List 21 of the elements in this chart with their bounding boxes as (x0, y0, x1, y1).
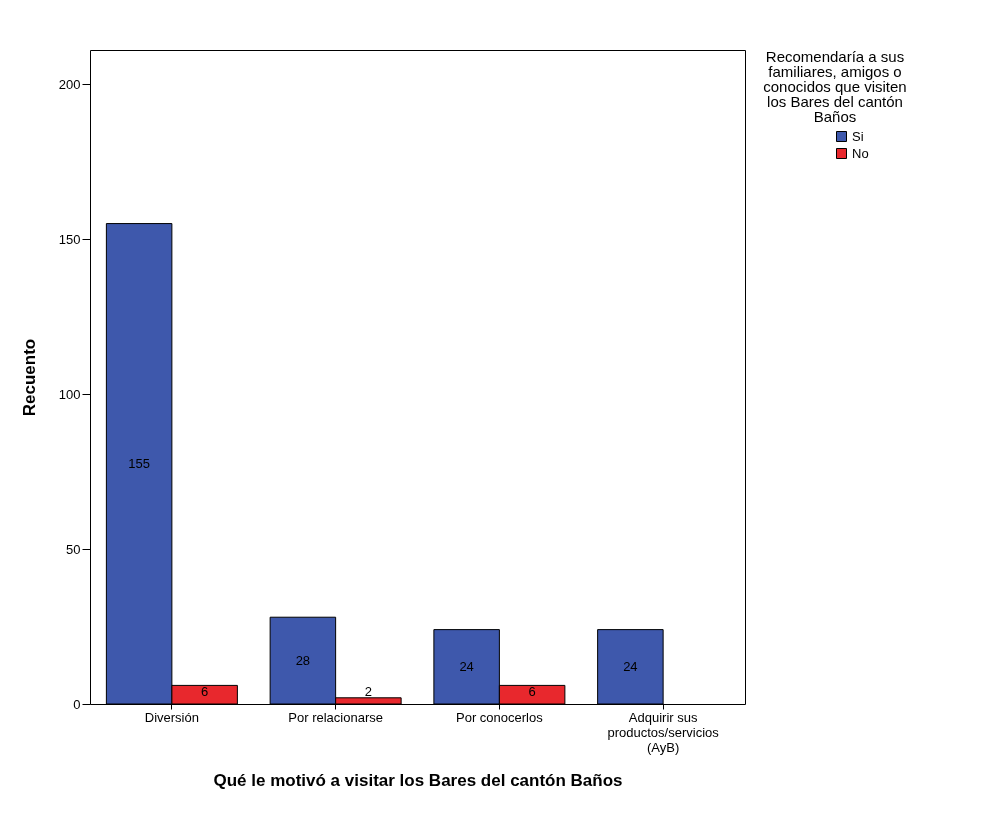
y-tick-label: 200 (58, 76, 81, 92)
data-label: 24 (459, 658, 474, 674)
data-label: 28 (295, 652, 311, 668)
y-tick-label: 100 (58, 386, 81, 402)
y-tick-label: 0 (73, 696, 81, 712)
x-tick-label: Por conocerlos (456, 709, 544, 725)
x-axis-title: Qué le motivó a visitar los Bares del cantón Baños (213, 770, 623, 790)
legend-label: Si (852, 128, 864, 144)
data-label: 155 (128, 455, 150, 471)
y-axis-title: Recuento (19, 338, 39, 417)
legend-label: No (852, 145, 869, 161)
data-label: 2 (364, 683, 372, 699)
legend-title: Recomendaría a sus familiares, amigos o conocidos que visiten los Bares del cantón Baños (763, 48, 907, 125)
x-tick-label: Por relacionarse (288, 709, 383, 725)
data-label: 6 (201, 683, 209, 699)
data-label: 24 (623, 658, 638, 674)
x-tick-label: Diversión (144, 709, 199, 725)
x-tick-label: Adquirir sus productos/servicios (AyB) (607, 709, 720, 755)
data-label: 6 (528, 683, 536, 699)
y-tick-label: 50 (66, 541, 81, 557)
y-tick-label: 150 (58, 231, 81, 247)
